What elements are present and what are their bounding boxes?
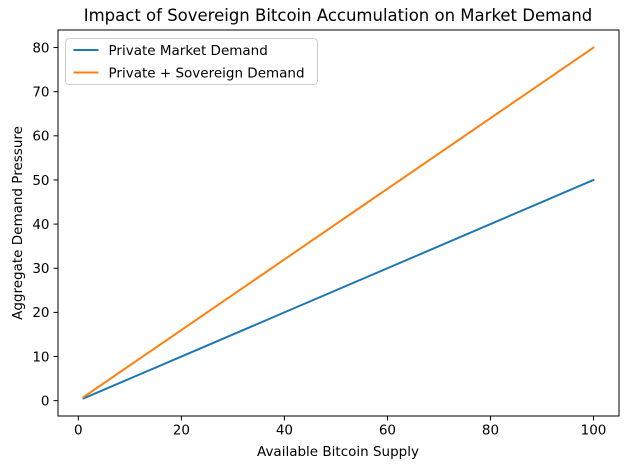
legend-label-1: Private + Sovereign Demand <box>109 65 305 81</box>
series-line-1 <box>82 46 595 399</box>
y-tick-label: 60 <box>32 129 49 145</box>
y-tick-label: 30 <box>32 261 49 277</box>
y-tick-label: 10 <box>32 349 49 365</box>
y-tick-label: 0 <box>41 393 50 409</box>
y-tick-label: 20 <box>32 305 49 321</box>
x-tick-label: 40 <box>276 423 293 439</box>
chart-title: Impact of Sovereign Bitcoin Accumulation… <box>84 6 593 25</box>
x-axis-label: Available Bitcoin Supply <box>257 444 419 460</box>
x-tick-label: 0 <box>74 423 83 439</box>
series-line-0 <box>82 178 595 400</box>
x-tick-label: 100 <box>581 423 607 439</box>
y-tick-label: 70 <box>32 84 49 100</box>
y-tick-label: 40 <box>32 217 49 233</box>
plot-area: 0 20 40 60 80 100 0 10 20 30 40 50 60 70 80 Private Mar… <box>32 29 620 439</box>
x-tick-label: 80 <box>482 423 499 439</box>
y-axis-label: Aggregate Demand Pressure <box>10 126 26 320</box>
x-tick-label: 60 <box>379 423 396 439</box>
y-tick-label: 80 <box>32 40 49 56</box>
x-tick-label: 20 <box>173 423 190 439</box>
legend-label-0: Private Market Demand <box>109 43 268 59</box>
axes-frame <box>57 29 620 417</box>
y-tick-label: 50 <box>32 173 49 189</box>
legend-box <box>65 38 318 85</box>
